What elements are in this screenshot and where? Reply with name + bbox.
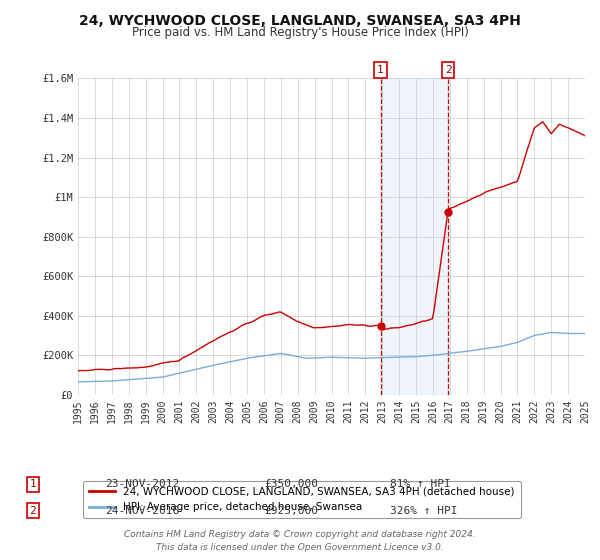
Text: 1: 1 <box>377 65 384 75</box>
Text: 1: 1 <box>29 479 37 489</box>
Text: This data is licensed under the Open Government Licence v3.0.: This data is licensed under the Open Gov… <box>156 543 444 552</box>
Bar <box>380 78 448 395</box>
Legend: 24, WYCHWOOD CLOSE, LANGLAND, SWANSEA, SA3 4PH (detached house), HPI: Average pr: 24, WYCHWOOD CLOSE, LANGLAND, SWANSEA, S… <box>83 480 521 519</box>
Text: 23-NOV-2012: 23-NOV-2012 <box>105 479 179 489</box>
Text: 24-NOV-2016: 24-NOV-2016 <box>105 506 179 516</box>
Text: £925,000: £925,000 <box>264 506 318 516</box>
Text: 81% ↑ HPI: 81% ↑ HPI <box>390 479 451 489</box>
Text: £350,000: £350,000 <box>264 479 318 489</box>
Text: 326% ↑ HPI: 326% ↑ HPI <box>390 506 458 516</box>
Text: Price paid vs. HM Land Registry's House Price Index (HPI): Price paid vs. HM Land Registry's House … <box>131 26 469 39</box>
Text: 2: 2 <box>29 506 37 516</box>
Text: Contains HM Land Registry data © Crown copyright and database right 2024.: Contains HM Land Registry data © Crown c… <box>124 530 476 539</box>
Text: 2: 2 <box>445 65 451 75</box>
Text: 24, WYCHWOOD CLOSE, LANGLAND, SWANSEA, SA3 4PH: 24, WYCHWOOD CLOSE, LANGLAND, SWANSEA, S… <box>79 14 521 28</box>
